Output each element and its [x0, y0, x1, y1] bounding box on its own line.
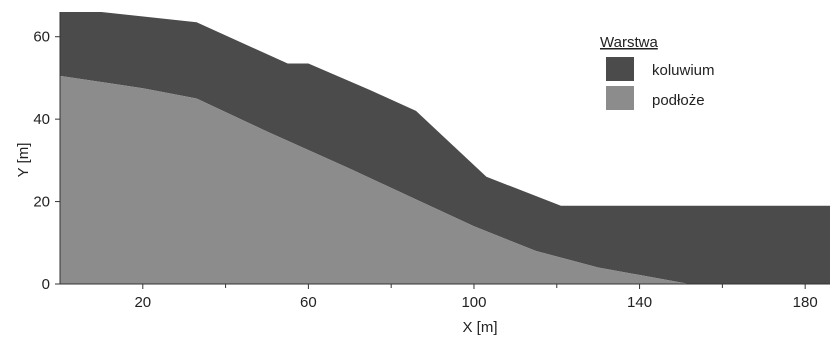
x-tick-label: 100: [461, 294, 486, 311]
y-axis-label: Y [m]: [15, 143, 32, 178]
x-tick-label: 180: [793, 294, 818, 311]
legend-swatch-koluwium: [606, 57, 634, 81]
x-tick-label: 20: [134, 294, 151, 311]
y-tick-label: 40: [33, 111, 50, 128]
area-podloze: [60, 75, 690, 285]
legend-label-koluwium: koluwium: [652, 62, 715, 79]
x-tick-label: 140: [627, 294, 652, 311]
legend-label-podloze: podłoże: [652, 92, 705, 109]
legend-title: Warstwa: [600, 34, 658, 51]
y-tick-label: 60: [33, 29, 50, 46]
legend: Warstwa koluwium podłoże: [600, 34, 715, 110]
x-axis-label: X [m]: [462, 319, 497, 336]
y-tick-label: 0: [42, 276, 50, 293]
x-tick-label: 60: [300, 294, 317, 311]
area-koluwium: [60, 12, 830, 284]
legend-swatch-podloze: [606, 86, 634, 110]
y-tick-label: 20: [33, 194, 50, 211]
axes: 20 60 100 140 180 0 20 40 60: [33, 12, 830, 311]
plot-areas: [60, 12, 830, 285]
